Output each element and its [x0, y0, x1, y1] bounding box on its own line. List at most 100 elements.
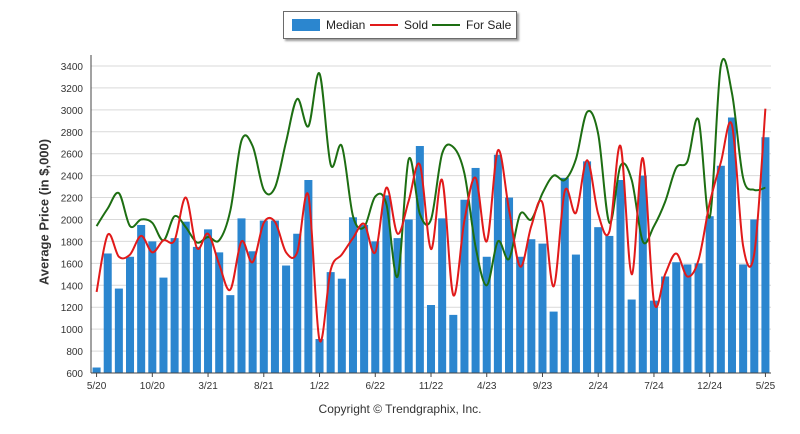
median-bar[interactable]	[215, 252, 224, 373]
median-bar[interactable]	[282, 265, 291, 373]
median-bar[interactable]	[493, 154, 502, 373]
median-bar[interactable]	[92, 367, 101, 373]
y-tick-labels: 600 800 1000 1200 1400 1600 1800 2000 2200 2400 26…	[61, 62, 84, 380]
x-tick-label: 6/22	[366, 381, 386, 392]
median-bar[interactable]	[549, 311, 558, 373]
x-tick-label: 4/23	[477, 381, 497, 392]
x-tick-label: 8/21	[254, 381, 274, 392]
median-swatch	[292, 19, 320, 31]
sold-swatch	[370, 24, 398, 26]
median-bar[interactable]	[761, 137, 770, 373]
y-tick-label: 1800	[61, 237, 84, 248]
legend-label-for-sale: For Sale	[466, 18, 512, 32]
legend-item-median[interactable]: Median	[292, 18, 365, 32]
x-tick-labels: 5/20 10/20 3/21 8/21 1/22 6/22 11/22 4/23 9/23 2/…	[87, 373, 776, 392]
median-bar[interactable]	[438, 218, 447, 373]
median-bar[interactable]	[616, 180, 625, 373]
median-bar[interactable]	[315, 339, 324, 373]
median-bars	[92, 117, 770, 373]
median-bar[interactable]	[683, 264, 692, 373]
median-bar[interactable]	[594, 227, 603, 373]
sold-line[interactable]	[95, 108, 767, 343]
median-bar[interactable]	[126, 256, 135, 373]
median-bar[interactable]	[393, 238, 402, 373]
x-tick-label: 1/22	[310, 381, 330, 392]
median-bar[interactable]	[415, 146, 424, 373]
median-bar[interactable]	[449, 314, 458, 373]
median-bar[interactable]	[694, 263, 703, 373]
y-tick-label: 2400	[61, 172, 84, 183]
median-bar[interactable]	[170, 238, 179, 373]
y-tick-label: 1000	[61, 325, 84, 336]
median-bar[interactable]	[326, 272, 335, 373]
median-bar[interactable]	[750, 219, 759, 373]
median-bar[interactable]	[460, 199, 469, 373]
legend-item-sold[interactable]: Sold	[370, 18, 428, 32]
median-bar[interactable]	[705, 216, 714, 373]
y-axis-title: Average Price (in $,000)	[36, 138, 52, 286]
median-bar[interactable]	[371, 241, 380, 373]
y-tick-label: 2200	[61, 194, 84, 205]
x-tick-label: 10/20	[140, 381, 165, 392]
median-bar[interactable]	[382, 195, 391, 373]
x-tick-label: 3/21	[198, 381, 218, 392]
x-tick-label: 5/25	[756, 381, 776, 392]
median-bar[interactable]	[360, 224, 369, 373]
x-tick-label: 11/22	[419, 381, 444, 392]
median-bar[interactable]	[248, 251, 257, 373]
median-bar[interactable]	[727, 117, 736, 373]
median-bar[interactable]	[661, 276, 670, 373]
median-bar[interactable]	[538, 243, 547, 373]
median-bar[interactable]	[649, 300, 658, 373]
median-bar[interactable]	[583, 161, 592, 373]
median-bar[interactable]	[471, 167, 480, 373]
median-bar[interactable]	[204, 229, 213, 373]
median-bar[interactable]	[192, 246, 201, 373]
median-bar[interactable]	[516, 256, 525, 373]
median-bar[interactable]	[237, 218, 246, 373]
median-bar[interactable]	[181, 221, 190, 373]
median-bar[interactable]	[103, 253, 112, 373]
y-tick-label: 1200	[61, 303, 84, 314]
x-tick-label: 2/24	[588, 381, 608, 392]
legend-label-sold: Sold	[404, 18, 429, 32]
median-bar[interactable]	[527, 239, 536, 373]
y-tick-label: 2600	[61, 150, 84, 161]
median-bar[interactable]	[159, 277, 168, 373]
median-bar[interactable]	[571, 254, 580, 373]
median-bar[interactable]	[560, 177, 569, 373]
median-bar[interactable]	[716, 165, 725, 373]
y-tick-label: 800	[66, 347, 83, 358]
median-bar[interactable]	[226, 295, 235, 373]
median-bar[interactable]	[304, 180, 313, 373]
median-bar[interactable]	[114, 288, 123, 373]
for-sale-line[interactable]	[95, 57, 766, 287]
x-tick-label: 5/20	[87, 381, 107, 392]
median-bar[interactable]	[259, 220, 268, 373]
median-bar[interactable]	[348, 217, 357, 373]
median-bar[interactable]	[605, 235, 614, 373]
median-bar[interactable]	[148, 241, 157, 373]
y-tick-label: 2000	[61, 215, 84, 226]
median-bar[interactable]	[293, 233, 302, 373]
y-tick-label: 1400	[61, 281, 84, 292]
median-bar[interactable]	[638, 175, 647, 373]
median-bar[interactable]	[404, 219, 413, 373]
median-bar[interactable]	[337, 278, 346, 373]
y-tick-label: 3200	[61, 84, 84, 95]
median-bar[interactable]	[505, 197, 514, 373]
median-bar[interactable]	[137, 224, 146, 373]
median-bar[interactable]	[739, 264, 748, 373]
y-tick-label: 3000	[61, 106, 84, 117]
median-bar[interactable]	[482, 256, 491, 373]
median-bar[interactable]	[426, 305, 436, 373]
y-tick-label: 1600	[61, 259, 84, 270]
x-tick-label: 7/24	[644, 381, 664, 392]
median-bar[interactable]	[270, 220, 279, 373]
copyright-text: Copyright © Trendgraphix, Inc.	[318, 402, 482, 416]
median-bar[interactable]	[672, 262, 681, 373]
median-bar[interactable]	[627, 299, 636, 373]
y-tick-label: 600	[66, 369, 83, 380]
legend-item-for-sale[interactable]: For Sale	[432, 18, 511, 32]
